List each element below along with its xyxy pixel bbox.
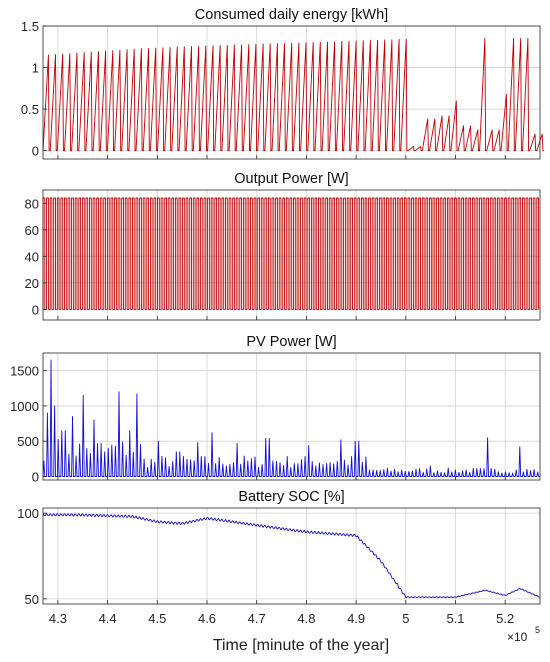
pv-power-y-tick-label: 1000 — [10, 399, 39, 414]
pv-power-y-tick-label: 500 — [17, 434, 39, 449]
output-power-y-tick-label: 60 — [25, 223, 39, 238]
pv-power-y-tick-label: 0 — [32, 469, 39, 484]
x-tick-label: 4.3 — [49, 611, 67, 626]
x-tick-label: 4.8 — [297, 611, 315, 626]
x-tick-label: 4.4 — [99, 611, 117, 626]
battery-soc-y-tick-label: 100 — [17, 506, 39, 521]
battery-soc-plot-area — [43, 508, 540, 604]
pv-power-panel: 0 500 1000 1500 PV Power [W] — [10, 334, 541, 484]
pv-power-axes-box — [42, 352, 541, 481]
x-tick-label: 5.2 — [496, 611, 514, 626]
battery-soc-panel: 50 100 Battery SOC [%] 4.3 4.4 4.5 4.6 4.7 4.8 4.… — [17, 489, 541, 626]
x-exponent-power: 5 — [535, 625, 540, 635]
output-power-y-tick-label: 40 — [25, 249, 39, 264]
output-power-series-line — [42, 197, 540, 310]
energy-series-line — [42, 38, 544, 152]
x-axis-label: Time [minute of the year] — [213, 637, 389, 654]
battery-soc-series-line — [42, 513, 541, 599]
pv-power-plot-area — [43, 353, 540, 480]
x-tick-label: 5 — [402, 611, 409, 626]
battery-soc-y-tick-label: 50 — [25, 592, 39, 607]
energy-y-tick-label: 1 — [32, 61, 39, 76]
energy-title: Consumed daily energy [kWh] — [195, 7, 388, 23]
x-tick-label: 4.6 — [198, 611, 216, 626]
x-tick-label: 4.9 — [347, 611, 365, 626]
x-tick-label: 5.1 — [446, 611, 464, 626]
energy-y-tick-label: 0 — [32, 144, 39, 159]
energy-axes-box — [42, 25, 541, 160]
battery-soc-axes-box — [42, 507, 541, 605]
output-power-y-tick-label: 20 — [25, 276, 39, 291]
output-power-axes-box — [42, 189, 541, 321]
x-exponent-base: ×10 — [507, 630, 528, 644]
x-tick-label: 4.5 — [148, 611, 166, 626]
pv-power-series-line — [42, 359, 541, 477]
pv-power-title: PV Power [W] — [246, 334, 336, 350]
energy-panel: 0 0.5 1 1.5 Consumed daily energy [kWh] — [21, 7, 544, 160]
x-tick-label: 4.7 — [248, 611, 266, 626]
battery-soc-title: Battery SOC [%] — [238, 489, 344, 505]
output-power-y-tick-label: 0 — [32, 302, 39, 317]
energy-y-tick-label: 1.5 — [21, 19, 39, 34]
output-power-panel: 0 20 40 60 80 Output Power [W] — [25, 171, 541, 321]
output-power-title: Output Power [W] — [234, 171, 348, 187]
output-power-y-tick-label: 80 — [25, 196, 39, 211]
pv-power-y-tick-label: 1500 — [10, 364, 39, 379]
energy-y-tick-label: 0.5 — [21, 102, 39, 117]
